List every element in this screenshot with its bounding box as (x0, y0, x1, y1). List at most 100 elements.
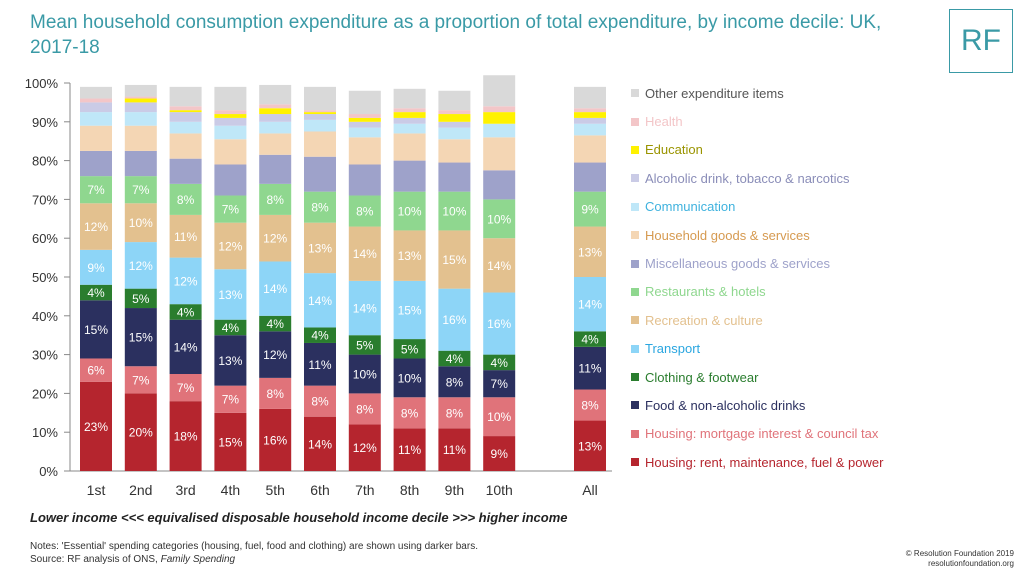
bar-segment (259, 154, 292, 184)
bar-segment (124, 96, 157, 99)
bar-segment (169, 112, 202, 122)
bar-segment (169, 257, 202, 305)
bar-segment (393, 88, 426, 109)
y-tick-label: 60% (32, 231, 58, 246)
bar-segment (348, 335, 381, 355)
data-label: 4% (267, 317, 285, 331)
data-label: 7% (491, 377, 509, 391)
bar-segment (393, 108, 426, 113)
bar-segment (259, 183, 292, 215)
bar-segment (348, 280, 381, 336)
legend-item: Alcoholic drink, tobacco & narcotics (631, 164, 931, 192)
y-tick-label: 10% (32, 425, 58, 440)
legend-swatch (631, 89, 639, 98)
bar-segment (214, 412, 247, 471)
bar-segment (169, 158, 202, 184)
legend-item: Communication (631, 193, 931, 221)
legend-item: Miscellaneous goods & services (631, 249, 931, 277)
x-axis-caption: Lower income <<< equivalised disposable … (30, 510, 568, 525)
y-tick-label: 70% (32, 192, 58, 207)
bar-segment (259, 108, 292, 115)
data-label: 11% (443, 443, 466, 457)
bar-segment (483, 238, 516, 293)
website-text: resolutionfoundation.org (928, 559, 1014, 568)
data-label: 16% (442, 313, 466, 327)
bar-segment (438, 366, 471, 398)
rf-logo: RF (949, 9, 1013, 73)
bar-segment (169, 121, 202, 134)
bar-segment (483, 354, 516, 371)
bar-segment (393, 160, 426, 192)
bar-segment (438, 90, 471, 111)
source-line: Source: RF analysis of ONS, Family Spend… (30, 553, 478, 566)
legend-swatch (631, 231, 639, 240)
bar-segment (259, 114, 292, 122)
bar-segment (393, 112, 426, 118)
bar-segment (214, 319, 247, 336)
bar-segment (574, 123, 606, 136)
data-label: 8% (177, 193, 195, 207)
bar-segment (169, 214, 202, 258)
data-label: 7% (132, 183, 150, 197)
bar-segment (304, 131, 336, 157)
x-tick-label: 9th (445, 482, 464, 498)
bar-segment (348, 195, 381, 227)
bar-segment (438, 139, 471, 163)
bar-segment (124, 203, 157, 243)
data-label: 14% (174, 340, 198, 354)
y-tick-label: 80% (32, 154, 58, 169)
data-label: 12% (353, 441, 377, 455)
bar-segment (169, 374, 202, 402)
data-label: 13% (218, 354, 242, 368)
y-tick-label: 0% (39, 464, 58, 479)
bar-segment (393, 117, 426, 124)
bar-segment (483, 370, 516, 398)
bar-segment (124, 366, 157, 394)
bar-segment (259, 214, 292, 262)
data-label: 5% (132, 292, 150, 306)
data-label: 14% (487, 259, 511, 273)
bar-segment (393, 428, 426, 471)
legend-label: Recreation & culture (645, 312, 763, 328)
bar-segment (304, 156, 336, 192)
bar-segment (393, 230, 426, 281)
bar-segment (483, 75, 516, 107)
chart-title: Mean household consumption expenditure a… (30, 12, 882, 58)
bar-segment (574, 226, 606, 277)
bar-segment (348, 164, 381, 196)
bar-segment (124, 242, 157, 289)
bar-segment (483, 112, 516, 124)
data-label: 14% (353, 302, 377, 316)
bar-segment (483, 137, 516, 171)
data-label: 12% (218, 239, 242, 253)
data-label: 15% (398, 303, 422, 317)
data-label: 13% (308, 241, 332, 255)
bar-segment (124, 393, 157, 471)
data-label: 4% (177, 305, 195, 319)
legend-item: Education (631, 136, 931, 164)
bar-segment (348, 226, 381, 281)
y-tick-label: 100% (25, 76, 59, 91)
bar-segment (574, 420, 606, 471)
bar-segment (169, 133, 202, 159)
bar-segment (574, 135, 606, 163)
legend-swatch (631, 316, 639, 325)
data-label: 8% (311, 201, 329, 215)
data-label: 4% (222, 321, 240, 335)
legend-label: Transport (645, 341, 701, 357)
data-label: 8% (267, 193, 285, 207)
data-label: 16% (487, 317, 511, 331)
legend-label: Clothing & footwear (645, 369, 759, 385)
bar-segment (214, 114, 247, 118)
legend-item: Housing: mortgage interest & council tax (631, 420, 931, 448)
legend-swatch (631, 117, 639, 126)
data-label: 8% (581, 399, 599, 413)
bar-segment (574, 331, 606, 347)
legend-swatch (631, 202, 639, 211)
data-label: 12% (263, 232, 287, 246)
legend-label: Housing: mortgage interest & council tax (645, 426, 879, 442)
bar-segment (438, 191, 471, 231)
x-tick-label: All (582, 482, 598, 498)
bar-segment (304, 110, 336, 113)
chart-legend: Other expenditure items Health Education Al… (631, 79, 931, 476)
